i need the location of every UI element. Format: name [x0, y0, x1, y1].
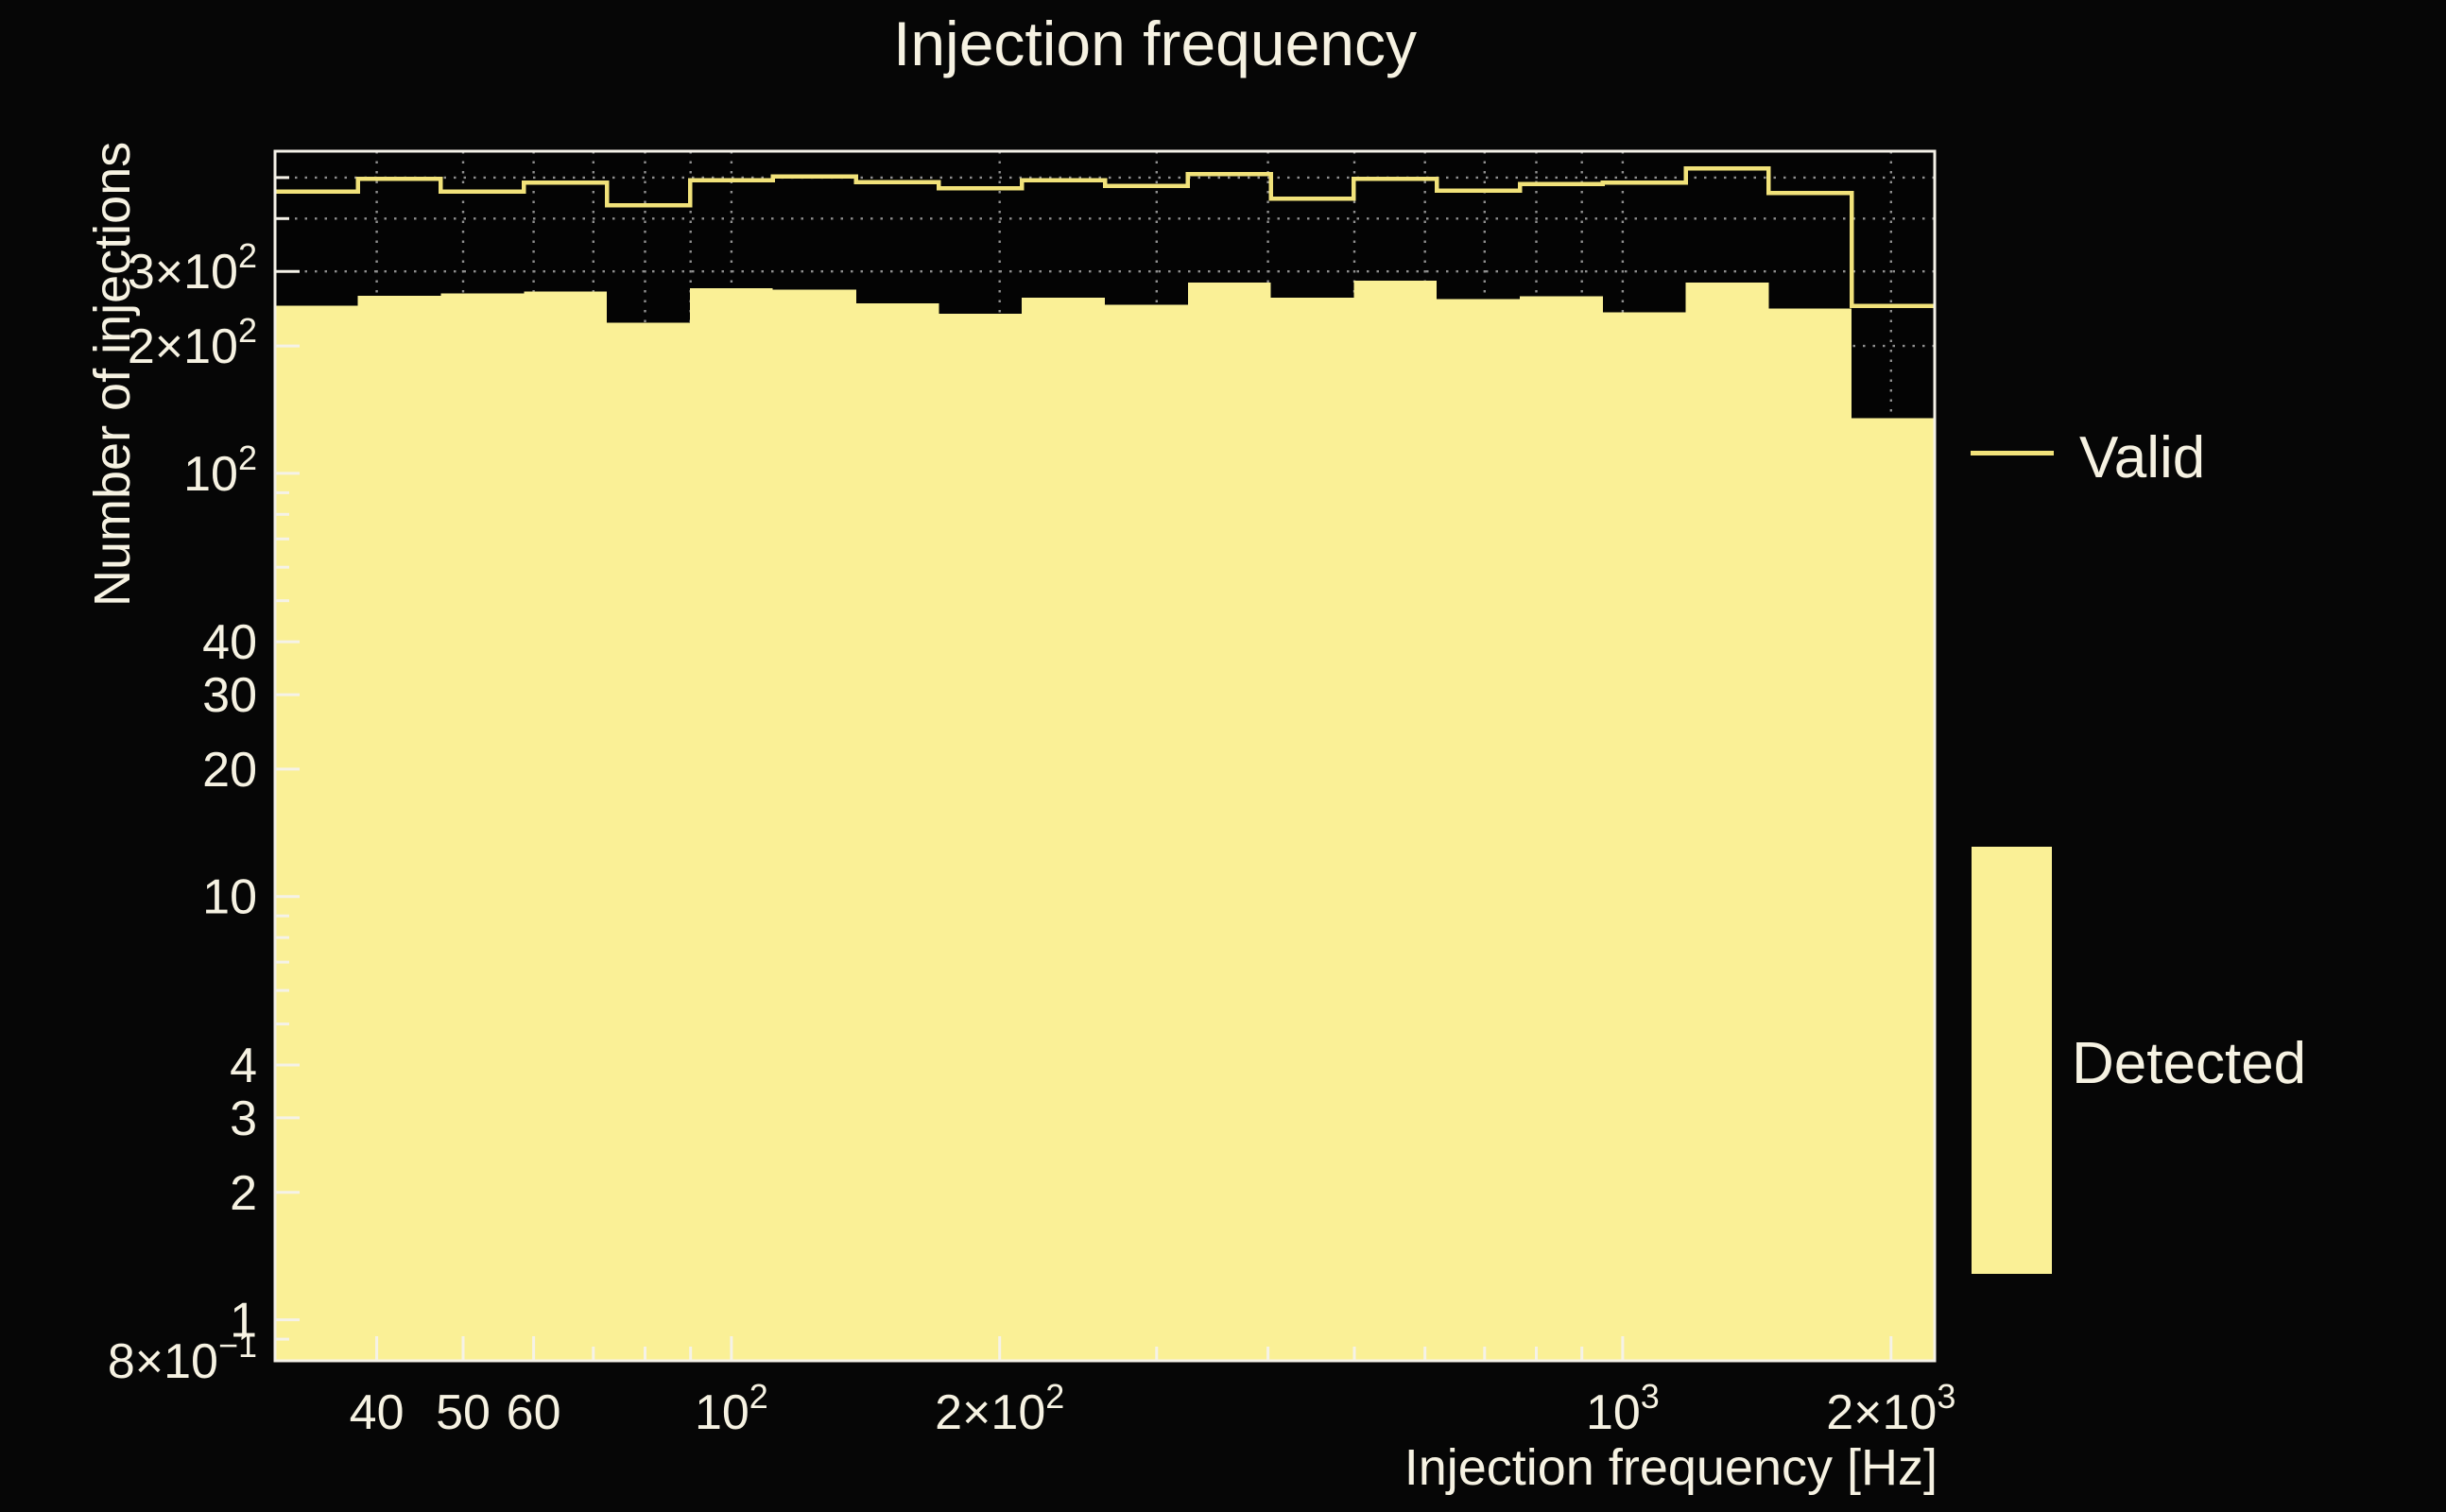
x-tick-label: 60 [507, 1385, 561, 1440]
y-tick-label: 20 [202, 743, 257, 798]
y-tick-label: 30 [202, 668, 257, 723]
plot-frame [273, 149, 1937, 1363]
y-tick-label: 1 [230, 1294, 257, 1349]
x-tick-label: 103 [1586, 1377, 1660, 1440]
x-tick-label: 50 [436, 1385, 491, 1440]
legend-detected-label: Detected [2072, 1031, 2307, 1096]
y-axis-title: Number of injections [84, 141, 141, 607]
legend-valid-line-swatch [1971, 451, 2054, 455]
valid-histogram-line [275, 165, 1935, 308]
y-tick-label: 3 [230, 1091, 257, 1146]
y-tick-label: 40 [202, 615, 257, 670]
x-tick-label: 2×103 [1826, 1377, 1955, 1440]
x-tick-label: 40 [350, 1385, 405, 1440]
y-tick-label: 2×102 [128, 311, 257, 374]
chart-title: Injection frequency [892, 9, 1418, 78]
tick-marks [275, 176, 1893, 1361]
y-tick-label: 3×102 [128, 236, 257, 300]
x-tick-label: 2×102 [935, 1377, 1064, 1440]
y-tick-label: 10 [202, 870, 257, 925]
y-tick-label: 4 [230, 1039, 257, 1093]
y-tick-label: 2 [230, 1166, 257, 1221]
y-tick-label: 8×10−1 [108, 1326, 257, 1389]
x-axis-title: Injection frequency [Hz] [1404, 1439, 1938, 1496]
x-tick-label: 102 [695, 1377, 768, 1440]
y-tick-label: 102 [183, 438, 257, 502]
legend-detected-patch-swatch [1972, 847, 2052, 1274]
detected-histogram [275, 281, 1935, 1362]
legend-valid-label: Valid [2079, 425, 2206, 490]
